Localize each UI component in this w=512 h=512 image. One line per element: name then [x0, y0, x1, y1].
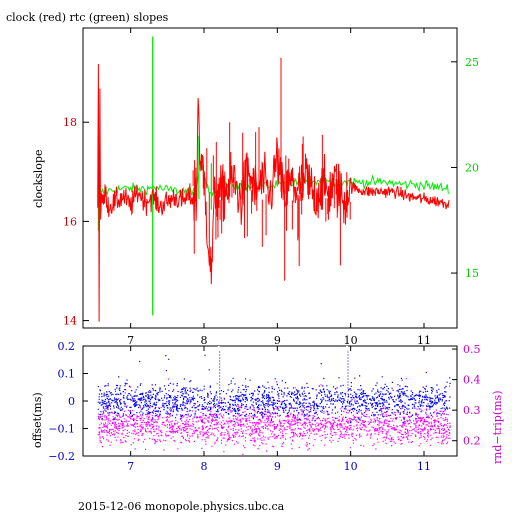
bottom-y-tick-label: 0: [68, 395, 75, 408]
bottom-left-axis-label: offset(ms): [31, 392, 44, 448]
bottom-y2-tick-label: 0.3: [463, 404, 481, 417]
top-y-tick-label: 18: [63, 116, 77, 129]
top-axes: 7 8 9 10 11 14 16 18 15 20 25: [63, 28, 479, 347]
top-y2-tick-label: 20: [465, 161, 479, 174]
top-x-tick-label: 9: [274, 334, 281, 347]
scatter-points-offset: [97, 354, 451, 424]
bottom-x-tick-label: 9: [274, 460, 281, 473]
bottom-axes: 7 8 9 10 11 0.2 0.1 0 −0.1 −0.2 0.5 0.4 0.3 0.2: [48, 340, 480, 473]
footer-date-host: 2015-12-06 monopole.physics.ubc.ca: [78, 500, 285, 512]
bottom-y2-tick-label: 0.5: [463, 343, 481, 356]
chart-title: clock (red) rtc (green) slopes: [6, 11, 169, 24]
bottom-x-tick-label: 11: [417, 460, 431, 473]
bottom-y-tick-label: 0.1: [58, 368, 76, 381]
bottom-x-tick-label: 7: [127, 460, 134, 473]
bottom-y-tick-label: −0.1: [48, 423, 75, 436]
top-x-tick-label: 11: [417, 334, 431, 347]
bottom-right-axis-label: rnd−trip(ms): [491, 391, 504, 465]
top-x-tick-label: 7: [127, 334, 134, 347]
bottom-x-tick-label: 10: [344, 460, 358, 473]
bottom-y-tick-label: −0.2: [48, 450, 75, 463]
top-x-tick-label: 8: [201, 334, 208, 347]
top-x-tick-label: 10: [344, 334, 358, 347]
bottom-y2-tick-label: 0.2: [463, 435, 481, 448]
bottom-plot-area: [97, 346, 451, 455]
series-line-clock: [97, 63, 450, 322]
bottom-x-tick-label: 8: [201, 460, 208, 473]
top-plot-area: [97, 36, 450, 322]
bottom-y2-tick-label: 0.4: [463, 374, 481, 387]
top-plot-frame: [82, 27, 458, 329]
bottom-y-tick-label: 0.2: [58, 340, 76, 353]
top-y2-tick-label: 25: [465, 56, 479, 69]
top-y-tick-label: 16: [63, 215, 77, 228]
top-y2-tick-label: 15: [465, 267, 479, 280]
top-y-axis-label: clockslope: [32, 150, 45, 208]
top-y-tick-label: 14: [63, 315, 77, 328]
